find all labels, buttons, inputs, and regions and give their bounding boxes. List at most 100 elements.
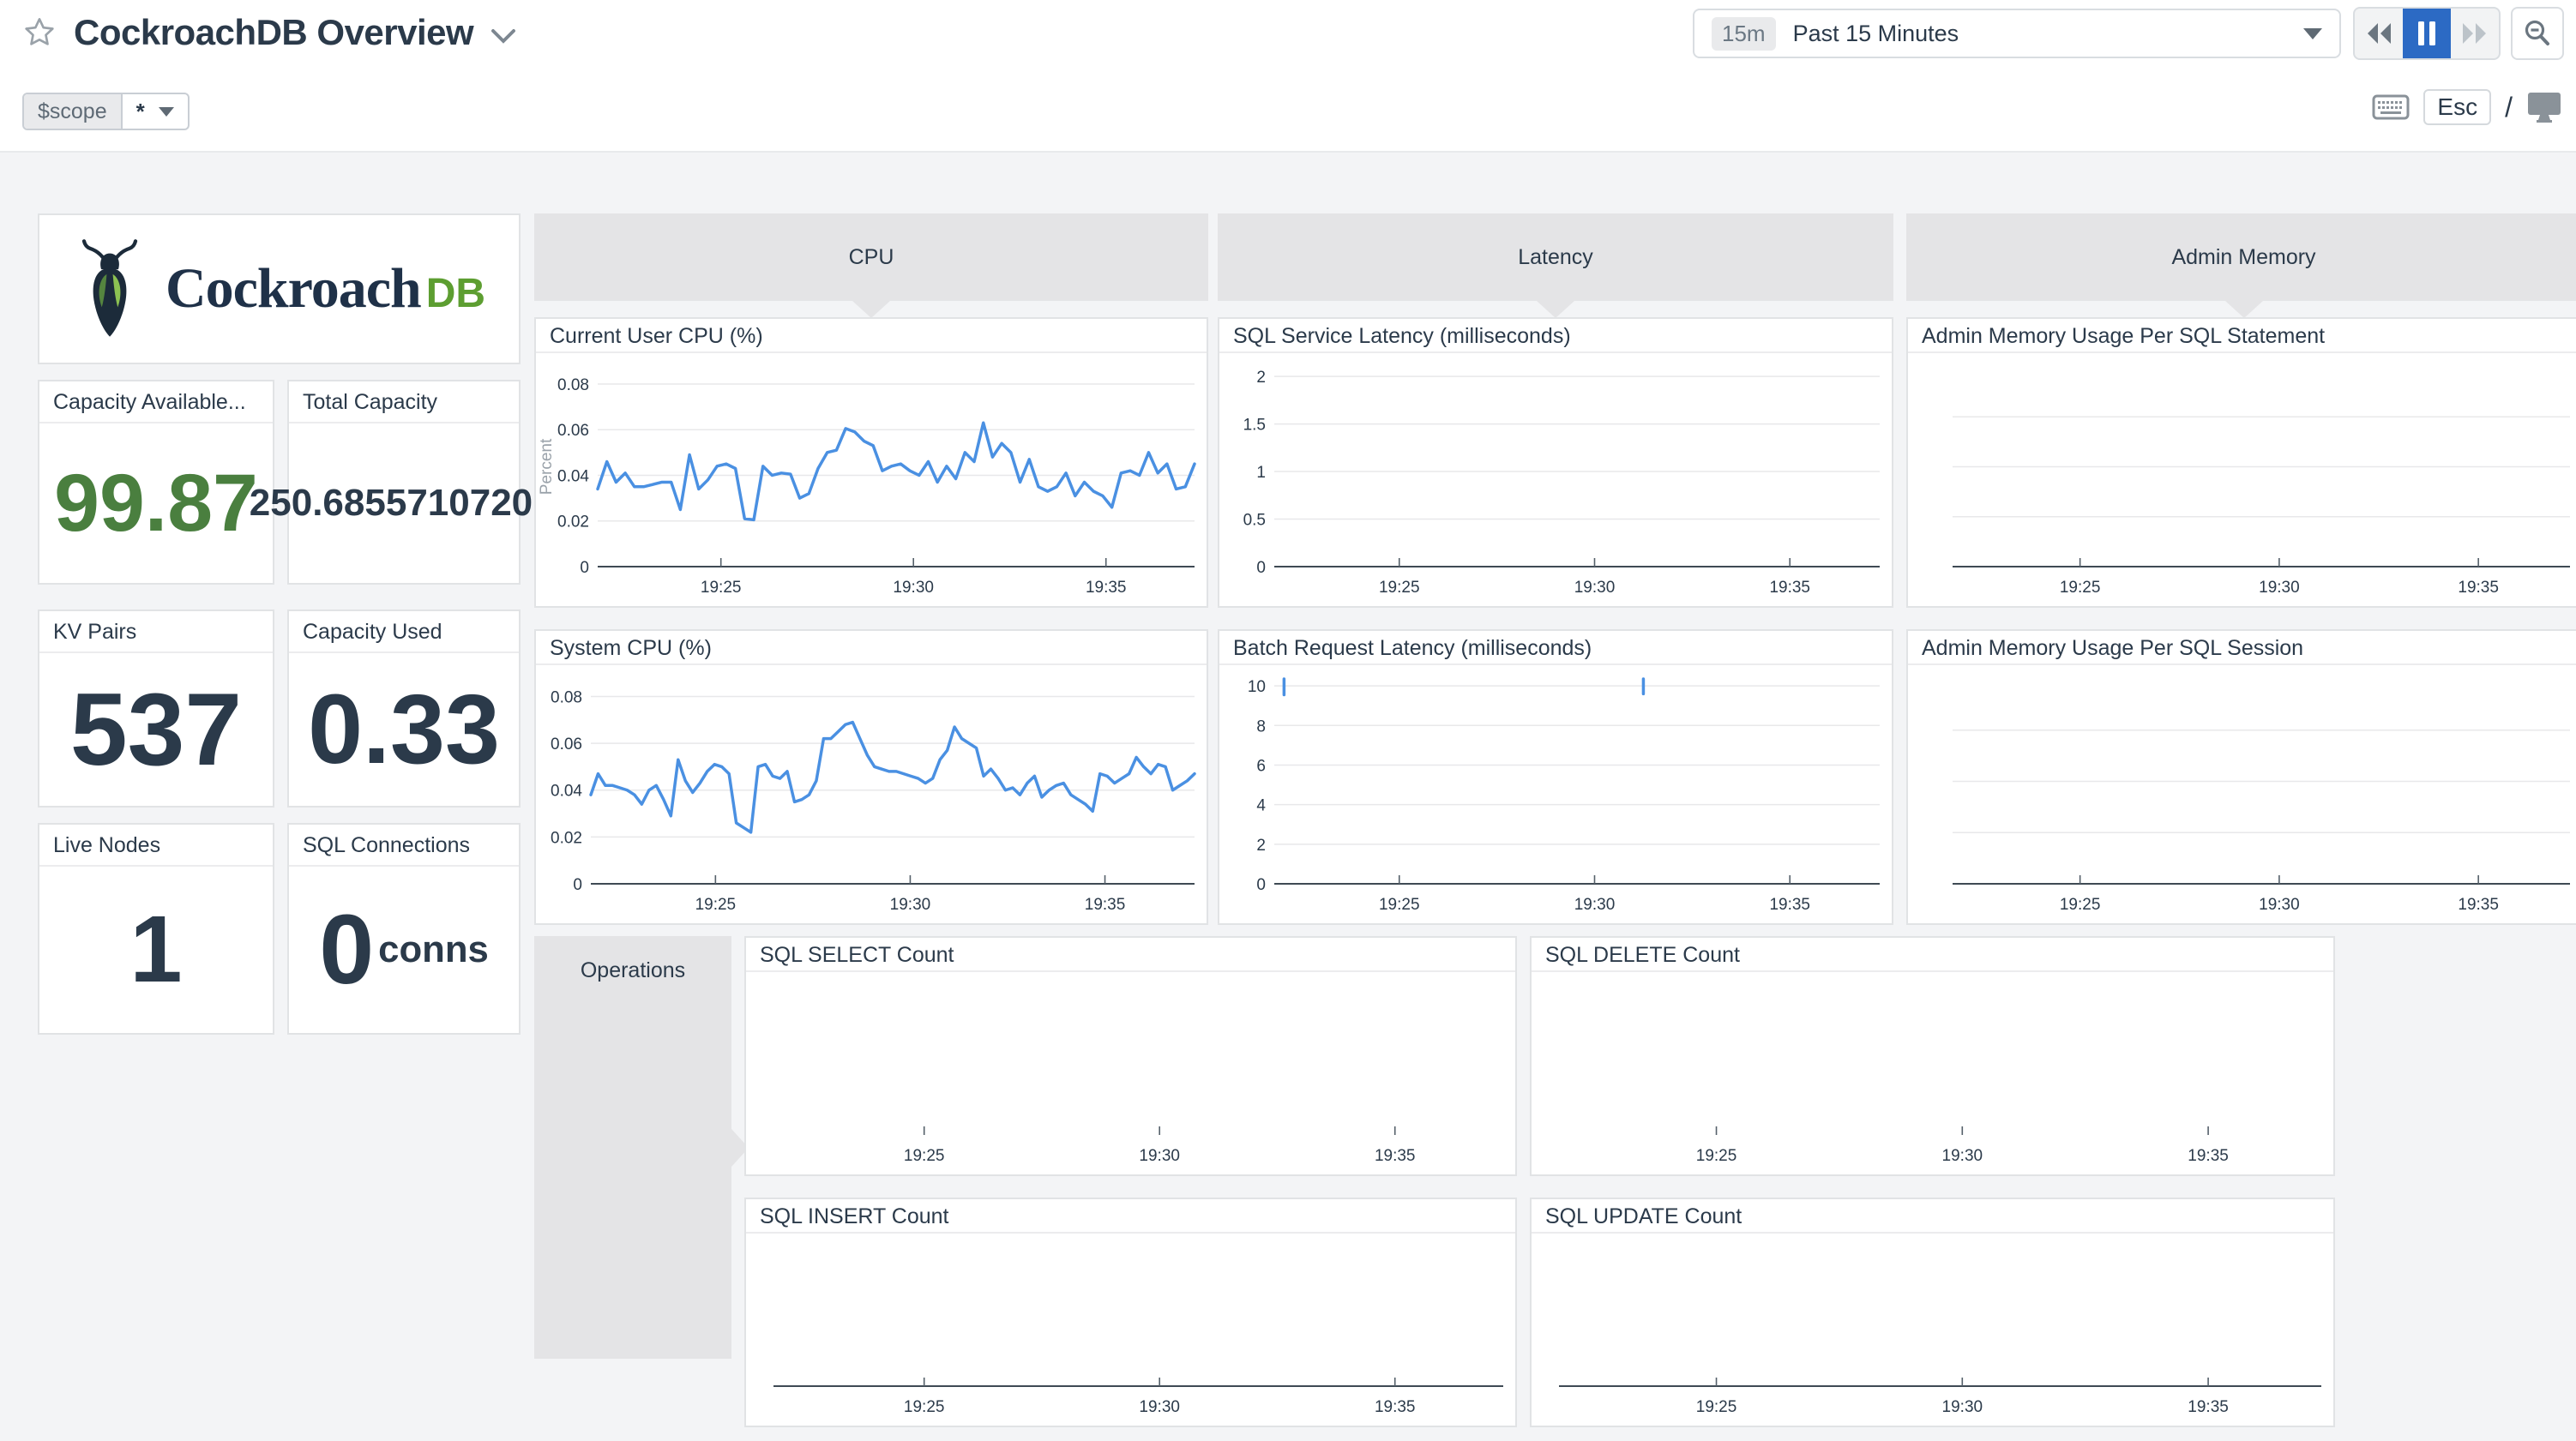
group-label: Operations (580, 958, 686, 982)
zoom-out-button[interactable] (2511, 7, 2564, 60)
svg-text:19:30: 19:30 (2259, 896, 2300, 914)
dropdown-caret-icon (158, 106, 174, 117)
stat-card-title: KV Pairs (39, 611, 273, 653)
svg-text:19:25: 19:25 (2060, 896, 2101, 914)
svg-text:19:25: 19:25 (1379, 896, 1420, 914)
template-variable-value[interactable]: * (123, 94, 188, 129)
rewind-icon (2368, 23, 2391, 44)
svg-text:Percent: Percent (538, 438, 556, 495)
sql-select-count-chart[interactable]: 19:25 19:30 19:35 (746, 974, 1515, 1174)
svg-text:19:30: 19:30 (1942, 1147, 1983, 1165)
sql-update-count-chart[interactable]: 19:25 19:30 19:35 (1532, 1235, 2333, 1426)
svg-text:19:35: 19:35 (1086, 579, 1127, 597)
chart-panel-sql-select-count: SQL SELECT Count 19:25 19:30 19:35 (744, 936, 1517, 1176)
esc-key-button[interactable]: Esc (2423, 89, 2492, 125)
cockroachdb-logo-widget: Cockroach DB (38, 213, 521, 364)
playback-controls (2353, 7, 2501, 60)
keyboard-icon[interactable] (2372, 92, 2410, 123)
dropdown-caret-icon (2303, 27, 2322, 39)
svg-text:19:25: 19:25 (1379, 579, 1420, 597)
time-range-selector[interactable]: 15m Past 15 Minutes (1693, 9, 2341, 58)
svg-text:19:35: 19:35 (2188, 1398, 2229, 1416)
sql-delete-count-chart[interactable]: 19:25 19:30 19:35 (1532, 974, 2333, 1174)
pause-icon (2418, 21, 2435, 45)
stat-card-title: Live Nodes (39, 825, 273, 867)
stat-card-title: Capacity Used (289, 611, 519, 653)
svg-text:19:35: 19:35 (1769, 896, 1810, 914)
group-label: Latency (1518, 244, 1593, 269)
stat-card-title: SQL Connections (289, 825, 519, 867)
stat-card-title: Capacity Available... (39, 381, 273, 423)
svg-text:19:30: 19:30 (1574, 896, 1616, 914)
svg-text:4: 4 (1256, 797, 1266, 815)
logo-word: Cockroach (165, 257, 422, 320)
title-dropdown-chevron-icon[interactable] (491, 28, 516, 44)
svg-text:0.02: 0.02 (551, 829, 582, 847)
group-header-operations[interactable]: Operations (534, 936, 731, 1359)
svg-text:0.04: 0.04 (551, 783, 582, 801)
svg-text:19:35: 19:35 (2458, 896, 2499, 914)
svg-text:0.08: 0.08 (551, 688, 582, 706)
current-user-cpu-chart[interactable]: 0 0.02 0.04 0.06 0.08 19:25 19:30 19:35 Percent (536, 355, 1207, 606)
chart-panel-sql-service-latency: SQL Service Latency (milliseconds) 0 0.5 1… (1218, 317, 1893, 608)
chart-title: System CPU (%) (536, 631, 1207, 665)
favorite-star-icon[interactable] (22, 15, 57, 50)
sql-service-latency-chart[interactable]: 0 0.5 1 1.5 2 19:25 19:30 19:35 (1219, 355, 1892, 606)
svg-text:19:30: 19:30 (2259, 579, 2300, 597)
template-variable-selected: * (135, 98, 145, 124)
fast-forward-button[interactable] (2451, 9, 2499, 58)
chart-panel-admin-memory-statement: Admin Memory Usage Per SQL Statement 19:… (1906, 317, 2576, 608)
admin-memory-session-chart[interactable]: 19:25 19:30 19:35 (1908, 667, 2576, 923)
chart-panel-admin-memory-session: Admin Memory Usage Per SQL Session 19:25… (1906, 629, 2576, 925)
svg-text:19:35: 19:35 (2458, 579, 2499, 597)
stat-card-title: Total Capacity (289, 381, 519, 423)
svg-text:0.02: 0.02 (557, 513, 589, 531)
chart-panel-system-cpu: System CPU (%) 0 0.02 0.04 0.06 0.08 19:25 19:… (534, 629, 1208, 925)
admin-memory-statement-chart[interactable]: 19:25 19:30 19:35 (1908, 355, 2576, 606)
rewind-button[interactable] (2355, 9, 2403, 58)
svg-text:19:30: 19:30 (893, 579, 934, 597)
logo-suffix: DB (425, 271, 486, 316)
group-header-admin-memory[interactable]: Admin Memory (1906, 213, 2576, 301)
time-range-label: Past 15 Minutes (1792, 20, 1959, 46)
svg-text:6: 6 (1256, 757, 1266, 775)
svg-text:0.08: 0.08 (557, 376, 589, 394)
stat-card-value: 0.33 (308, 674, 500, 784)
shortcut-hints: Esc / (2372, 89, 2562, 125)
chart-title: SQL UPDATE Count (1532, 1199, 2333, 1234)
group-header-latency[interactable]: Latency (1218, 213, 1893, 301)
svg-text:19:25: 19:25 (904, 1398, 945, 1416)
stat-card-value: 537 (69, 672, 243, 787)
dashboard-canvas: Cockroach DB Capacity Available... 99.87 … (0, 153, 2576, 1441)
svg-text:0.04: 0.04 (557, 467, 589, 485)
chart-panel-sql-insert-count: SQL INSERT Count 19:25 19:30 19:35 (744, 1198, 1517, 1427)
chart-title: SQL INSERT Count (746, 1199, 1515, 1234)
sql-insert-count-chart[interactable]: 19:25 19:30 19:35 (746, 1235, 1515, 1426)
svg-text:19:30: 19:30 (890, 896, 931, 914)
zoom-out-icon (2525, 20, 2549, 45)
svg-text:2: 2 (1256, 837, 1266, 855)
chart-title: SQL DELETE Count (1532, 938, 2333, 972)
stat-card-value: 0 conns (319, 894, 489, 1005)
svg-text:19:25: 19:25 (1696, 1147, 1737, 1165)
fullscreen-monitor-icon[interactable] (2526, 91, 2562, 123)
svg-text:2: 2 (1256, 369, 1266, 387)
title-group: CockroachDB Overview (22, 12, 516, 53)
svg-text:0: 0 (573, 876, 582, 894)
pause-button[interactable] (2403, 9, 2451, 58)
stat-card-kv-pairs: KV Pairs 537 (38, 609, 274, 808)
stat-card-capacity-used: Capacity Used 0.33 (287, 609, 521, 808)
group-label: Admin Memory (2171, 244, 2316, 269)
svg-text:19:30: 19:30 (1942, 1398, 1983, 1416)
svg-text:1.5: 1.5 (1243, 417, 1266, 435)
system-cpu-chart[interactable]: 0 0.02 0.04 0.06 0.08 19:25 19:30 19:35 (536, 667, 1207, 923)
chart-panel-sql-delete-count: SQL DELETE Count 19:25 19:30 19:35 (1530, 936, 2335, 1176)
stat-card-live-nodes: Live Nodes 1 (38, 823, 274, 1035)
batch-request-latency-chart[interactable]: 0 2 4 6 8 10 19:25 19:30 19:35 (1219, 667, 1892, 923)
chart-panel-current-user-cpu: Current User CPU (%) 0 0.02 0.04 0.06 0.08 19… (534, 317, 1208, 608)
time-range-badge: 15m (1712, 16, 1776, 51)
template-variable-scope[interactable]: $scope * (22, 93, 190, 130)
group-header-cpu[interactable]: CPU (534, 213, 1208, 301)
svg-text:19:35: 19:35 (1375, 1398, 1416, 1416)
